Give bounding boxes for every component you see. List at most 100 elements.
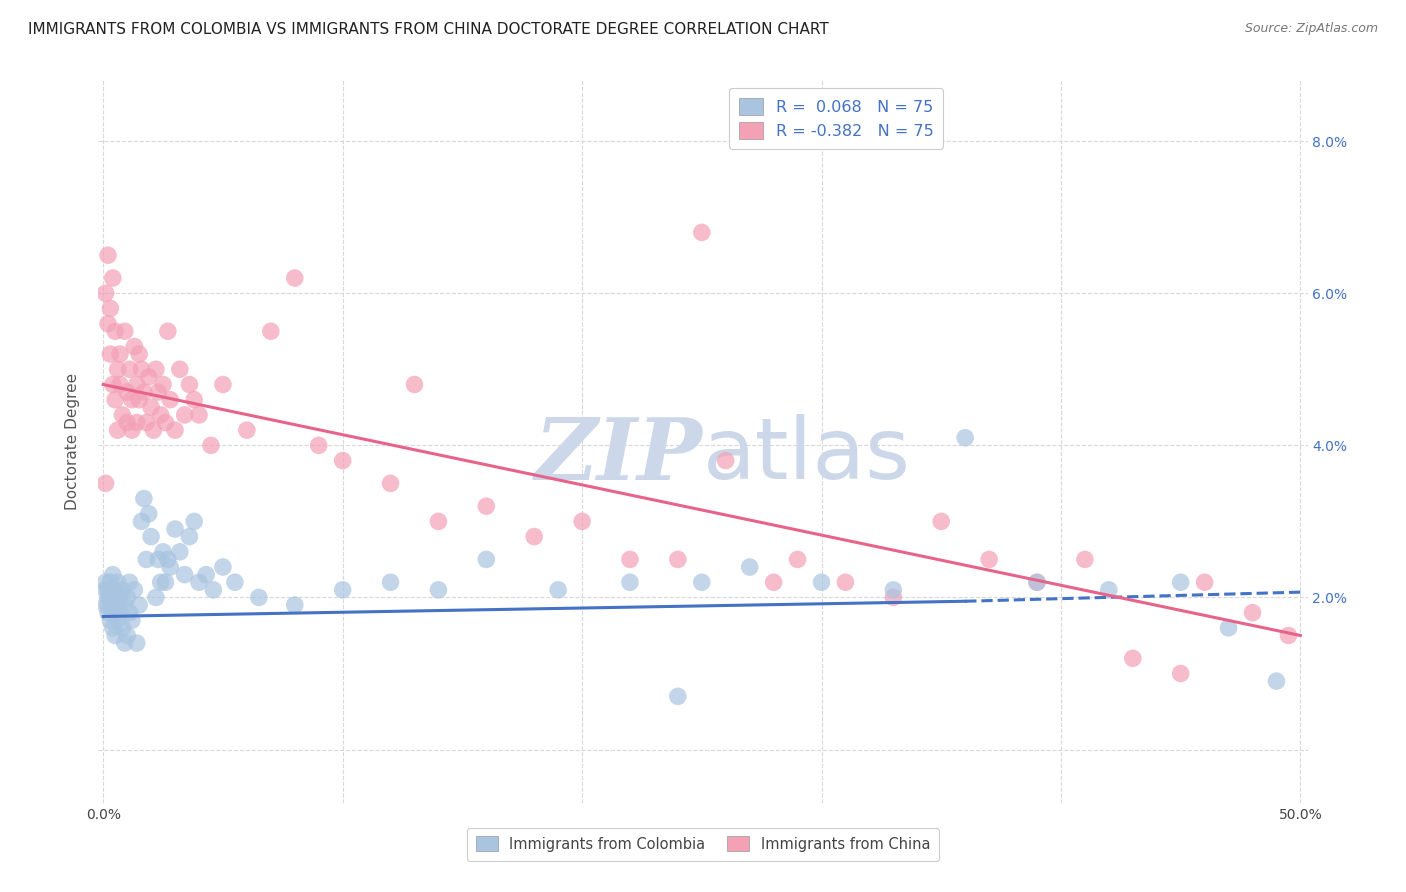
Point	[131, 362, 153, 376]
Point	[284, 271, 307, 285]
Point	[114, 324, 136, 338]
Point	[163, 522, 186, 536]
Point	[236, 423, 259, 437]
Point	[762, 575, 785, 590]
Point	[94, 582, 117, 597]
Point	[810, 575, 832, 590]
Point	[94, 476, 117, 491]
Point	[100, 301, 122, 316]
Point	[619, 575, 641, 590]
Point	[139, 530, 162, 544]
Point	[1098, 582, 1121, 597]
Point	[1277, 628, 1299, 642]
Text: IMMIGRANTS FROM COLOMBIA VS IMMIGRANTS FROM CHINA DOCTORATE DEGREE CORRELATION C: IMMIGRANTS FROM COLOMBIA VS IMMIGRANTS F…	[28, 22, 830, 37]
Point	[108, 606, 131, 620]
Point	[332, 582, 354, 597]
Point	[1074, 552, 1097, 566]
Point	[953, 431, 976, 445]
Point	[97, 582, 120, 597]
Point	[427, 515, 450, 529]
Point	[1026, 575, 1049, 590]
Point	[284, 598, 307, 612]
Point	[523, 530, 546, 544]
Point	[138, 370, 160, 384]
Point	[163, 423, 186, 437]
Point	[159, 560, 181, 574]
Point	[159, 392, 181, 407]
Point	[115, 628, 138, 642]
Point	[114, 598, 136, 612]
Point	[1241, 606, 1264, 620]
Point	[114, 636, 136, 650]
Point	[107, 362, 129, 376]
Point	[118, 362, 141, 376]
Point	[714, 453, 737, 467]
Point	[142, 423, 165, 437]
Point	[979, 552, 1001, 566]
Point	[101, 621, 124, 635]
Point	[155, 575, 177, 590]
Point	[97, 248, 120, 262]
Point	[619, 552, 641, 566]
Point	[125, 636, 148, 650]
Point	[179, 530, 201, 544]
Point	[139, 401, 162, 415]
Point	[690, 575, 713, 590]
Point	[138, 507, 160, 521]
Point	[260, 324, 283, 338]
Point	[200, 438, 222, 452]
Point	[152, 377, 174, 392]
Point	[132, 385, 155, 400]
Point	[155, 416, 177, 430]
Point	[427, 582, 450, 597]
Point	[202, 582, 225, 597]
Point	[131, 515, 153, 529]
Point	[108, 347, 131, 361]
Point	[100, 591, 122, 605]
Point	[124, 582, 146, 597]
Point	[308, 438, 330, 452]
Point	[104, 324, 127, 338]
Point	[104, 628, 127, 642]
Point	[1194, 575, 1216, 590]
Point	[97, 317, 120, 331]
Point	[100, 347, 122, 361]
Point	[101, 567, 124, 582]
Point	[212, 377, 235, 392]
Point	[547, 582, 569, 597]
Point	[132, 491, 155, 506]
Point	[97, 591, 120, 605]
Point	[135, 552, 157, 566]
Point	[1122, 651, 1144, 665]
Point	[183, 515, 205, 529]
Point	[212, 560, 235, 574]
Point	[475, 552, 498, 566]
Point	[738, 560, 761, 574]
Point	[666, 690, 689, 704]
Point	[1170, 666, 1192, 681]
Point	[152, 545, 174, 559]
Legend: Immigrants from Colombia, Immigrants from China: Immigrants from Colombia, Immigrants fro…	[467, 828, 939, 861]
Point	[1218, 621, 1240, 635]
Point	[786, 552, 808, 566]
Point	[115, 385, 138, 400]
Point	[107, 598, 129, 612]
Point	[188, 575, 211, 590]
Point	[107, 613, 129, 627]
Point	[111, 621, 134, 635]
Point	[1265, 674, 1288, 689]
Point	[224, 575, 246, 590]
Point	[179, 377, 201, 392]
Point	[571, 515, 593, 529]
Point	[156, 324, 179, 338]
Text: Source: ZipAtlas.com: Source: ZipAtlas.com	[1244, 22, 1378, 36]
Point	[145, 362, 167, 376]
Point	[882, 591, 904, 605]
Point	[100, 575, 122, 590]
Point	[94, 575, 117, 590]
Point	[380, 476, 402, 491]
Point	[128, 347, 150, 361]
Point	[101, 377, 124, 392]
Point	[128, 392, 150, 407]
Point	[118, 606, 141, 620]
